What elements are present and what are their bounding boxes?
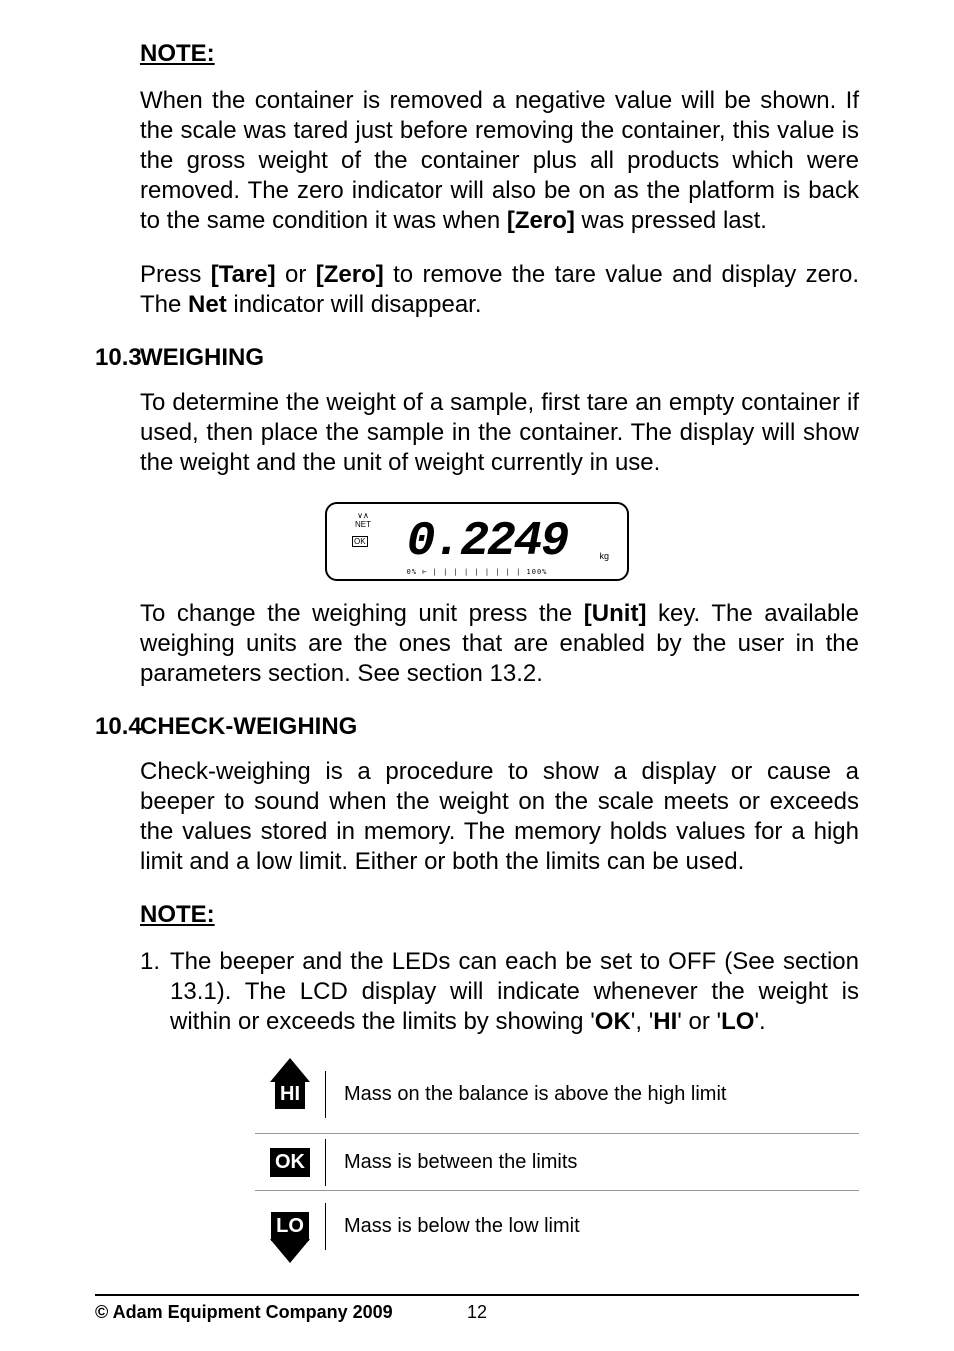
lo-description: Mass is below the low limit bbox=[325, 1203, 859, 1250]
hi-indicator: HI bbox=[275, 1080, 305, 1109]
page-number: 12 bbox=[467, 1302, 487, 1323]
text: To change the weighing unit press the bbox=[140, 600, 584, 627]
ok-badge: OK bbox=[270, 1148, 310, 1177]
bold-net: Net bbox=[188, 291, 227, 318]
list-body: The beeper and the LEDs can each be set … bbox=[170, 947, 859, 1037]
triangle-down-icon bbox=[270, 1239, 310, 1263]
ok-description: Mass is between the limits bbox=[325, 1139, 859, 1186]
section-10-3-heading: 10.3 WEIGHING bbox=[95, 344, 859, 372]
section-10-4-heading: 10.4 CHECK-WEIGHING bbox=[95, 713, 859, 741]
bold-lo: LO bbox=[721, 1008, 754, 1035]
section-title: WEIGHING bbox=[140, 344, 264, 372]
limit-row-ok: OK Mass is between the limits bbox=[255, 1133, 859, 1190]
triangle-up-icon bbox=[270, 1058, 310, 1082]
display-capacity-bar: 0% ⊢ | | | | | | | | | 100% bbox=[407, 568, 548, 576]
limit-row-hi: HI Mass on the balance is above the high… bbox=[255, 1055, 859, 1133]
bold-hi: HI bbox=[653, 1008, 677, 1035]
section-number: 10.3 bbox=[95, 344, 140, 372]
bold-tare: [Tare] bbox=[211, 261, 276, 288]
text: was pressed last. bbox=[575, 207, 767, 234]
stable-icon: ∨∧ bbox=[357, 511, 369, 520]
lo-badge: LO bbox=[271, 1212, 309, 1241]
copyright: © Adam Equipment Company 2009 bbox=[95, 1302, 393, 1322]
bold-zero: [Zero] bbox=[316, 261, 384, 288]
note-heading: NOTE: bbox=[140, 40, 859, 68]
s103-para1: To determine the weight of a sample, fir… bbox=[140, 388, 859, 478]
note2-item1: 1. The beeper and the LEDs can each be s… bbox=[140, 947, 859, 1037]
ok-badge-cell: OK bbox=[255, 1148, 325, 1177]
lo-badge-cell: LO bbox=[255, 1212, 325, 1241]
s103-para2: To change the weighing unit press the [U… bbox=[140, 599, 859, 689]
display-value: 0.2249 bbox=[407, 515, 568, 569]
note-heading: NOTE: bbox=[140, 901, 859, 929]
bold-zero: [Zero] bbox=[507, 207, 575, 234]
hi-badge: HI bbox=[275, 1080, 305, 1109]
text: ' or ' bbox=[677, 1008, 721, 1035]
section-number: 10.4 bbox=[95, 713, 140, 741]
lo-indicator: LO bbox=[271, 1212, 309, 1241]
hi-badge-cell: HI bbox=[255, 1080, 325, 1109]
hi-description: Mass on the balance is above the high li… bbox=[325, 1071, 859, 1118]
document-page: NOTE: When the container is removed a ne… bbox=[0, 0, 954, 1351]
text: indicator will disappear. bbox=[227, 291, 482, 318]
list-number: 1. bbox=[140, 947, 170, 1037]
bold-ok: OK bbox=[595, 1008, 631, 1035]
section-title: CHECK-WEIGHING bbox=[140, 713, 357, 741]
text: '. bbox=[754, 1008, 765, 1035]
note1-para2: Press [Tare] or [Zero] to remove the tar… bbox=[140, 260, 859, 320]
text: or bbox=[276, 261, 316, 288]
limit-indicator-table: HI Mass on the balance is above the high… bbox=[255, 1055, 859, 1261]
page-footer: © Adam Equipment Company 2009 12 bbox=[95, 1294, 859, 1323]
text: Press bbox=[140, 261, 211, 288]
display-ok-indicator: OK bbox=[352, 536, 368, 547]
lcd-display: OK ∨∧ NET 0.2249 kg 0% ⊢ | | | | | | | |… bbox=[325, 502, 629, 581]
s104-para1: Check-weighing is a procedure to show a … bbox=[140, 757, 859, 877]
limit-row-lo: LO Mass is below the low limit bbox=[255, 1190, 859, 1261]
net-label: NET bbox=[355, 520, 371, 529]
display-net-indicator: ∨∧ NET bbox=[355, 512, 371, 530]
note1-para1: When the container is removed a negative… bbox=[140, 86, 859, 236]
bold-unit: [Unit] bbox=[584, 600, 647, 627]
display-unit: kg bbox=[599, 551, 609, 561]
text: ', ' bbox=[631, 1008, 654, 1035]
